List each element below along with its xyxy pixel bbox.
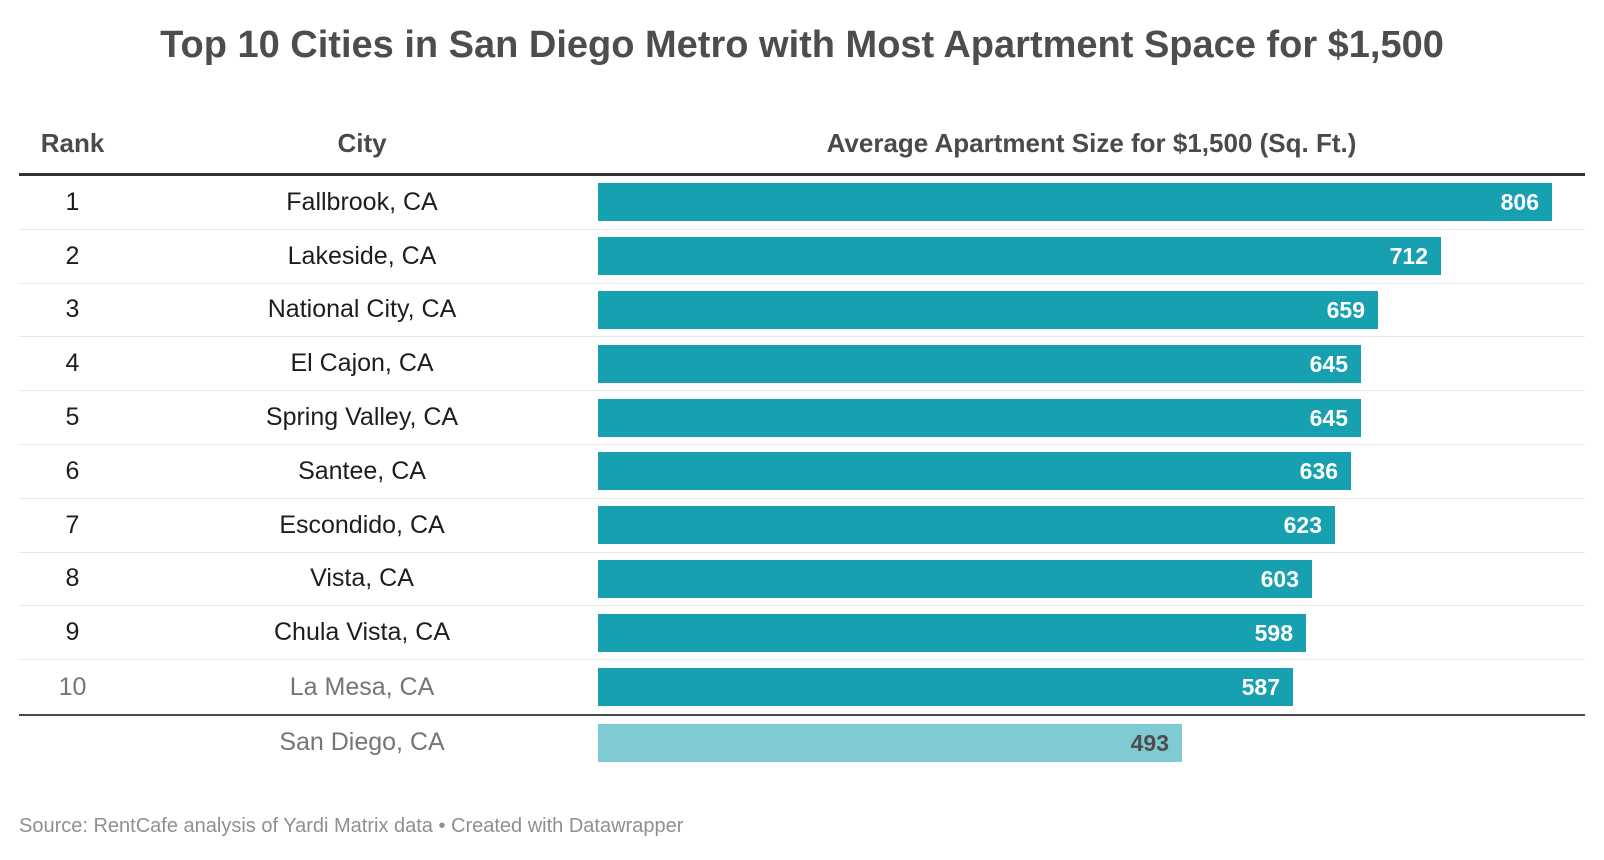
bar-track: 645	[598, 344, 1585, 383]
city-cell: El Cajon, CA	[290, 349, 434, 378]
header-row: Rank City Average Apartment Size for $1,…	[19, 114, 1585, 176]
table-row: 7 Escondido, CA 623	[19, 499, 1585, 553]
bar-value-label: 587	[1241, 674, 1280, 701]
rank-cell: 10	[58, 672, 87, 701]
rank-cell: 1	[65, 187, 80, 216]
table-body: 1 Fallbrook, CA 806 2 Lakeside, CA 712 3…	[19, 176, 1585, 770]
bar: 587	[598, 668, 1293, 707]
city-cell: Lakeside, CA	[287, 241, 437, 270]
city-cell: Vista, CA	[310, 564, 414, 593]
bar-value-label: 645	[1309, 350, 1348, 377]
bar-track: 659	[598, 290, 1585, 329]
table-row: 10 La Mesa, CA 587	[19, 660, 1585, 714]
bar: 659	[598, 290, 1378, 329]
city-cell: Santee, CA	[298, 456, 426, 485]
bar-track: 493	[598, 723, 1585, 762]
bar-value-label: 603	[1260, 565, 1299, 592]
bar: 806	[598, 183, 1552, 222]
table-row: 5 Spring Valley, CA 645	[19, 391, 1585, 445]
rank-cell: 4	[65, 349, 80, 378]
city-cell: Fallbrook, CA	[286, 187, 438, 216]
bar: 645	[598, 398, 1361, 437]
bar: 712	[598, 237, 1441, 276]
bar-value-label: 659	[1326, 296, 1365, 323]
rank-cell: 5	[65, 403, 80, 432]
table-row: 9 Chula Vista, CA 598	[19, 606, 1585, 661]
table-row: 8 Vista, CA 603	[19, 553, 1585, 607]
bar-track: 603	[598, 559, 1585, 598]
city-cell: La Mesa, CA	[289, 672, 435, 701]
rank-cell: 7	[65, 510, 80, 539]
rank-cell: 8	[65, 564, 80, 593]
city-cell: Chula Vista, CA	[273, 618, 450, 647]
bar-track: 712	[598, 237, 1585, 276]
bar-track: 636	[598, 452, 1585, 491]
bar-value-label: 806	[1500, 189, 1539, 216]
table-row: 2 Lakeside, CA 712	[19, 230, 1585, 284]
bar: 603	[598, 559, 1312, 598]
table-row: 4 El Cajon, CA 645	[19, 337, 1585, 392]
rank-cell: 3	[65, 295, 80, 324]
city-cell: San Diego, CA	[279, 728, 445, 757]
bar-value-label: 598	[1254, 619, 1293, 646]
city-cell: Escondido, CA	[279, 510, 445, 539]
bar: 623	[598, 506, 1335, 545]
rank-cell: 2	[65, 241, 80, 270]
bar-track: 623	[598, 506, 1585, 545]
city-cell: National City, CA	[267, 295, 457, 324]
bar-track: 645	[598, 398, 1585, 437]
bar-value-label: 623	[1283, 512, 1322, 539]
bar-value-label: 645	[1309, 404, 1348, 431]
bar: 598	[598, 613, 1306, 652]
table-row: 6 Santee, CA 636	[19, 445, 1585, 499]
source-footer: Source: RentCafe analysis of Yardi Matri…	[19, 814, 684, 837]
bar-value-label: 712	[1389, 243, 1428, 270]
bar: 645	[598, 344, 1361, 383]
bar-track: 598	[598, 613, 1585, 652]
bar-track: 587	[598, 668, 1585, 707]
table-row: San Diego, CA 493	[19, 713, 1585, 770]
rank-cell: 6	[65, 456, 80, 485]
rank-cell: 9	[65, 618, 80, 647]
bar-track: 806	[598, 183, 1585, 222]
city-cell: Spring Valley, CA	[265, 403, 459, 432]
chart-title: Top 10 Cities in San Diego Metro with Mo…	[160, 24, 1444, 66]
bar: 493	[598, 723, 1182, 762]
bar-chart-table: Rank City Average Apartment Size for $1,…	[19, 114, 1585, 770]
column-header-value: Average Apartment Size for $1,500 (Sq. F…	[826, 128, 1357, 158]
bar-value-label: 636	[1299, 458, 1338, 485]
column-header-city: City	[337, 128, 387, 158]
column-header-rank: Rank	[40, 128, 105, 158]
table-row: 1 Fallbrook, CA 806	[19, 176, 1585, 230]
bar-value-label: 493	[1130, 729, 1169, 756]
table-row: 3 National City, CA 659	[19, 284, 1585, 338]
bar: 636	[598, 452, 1351, 491]
